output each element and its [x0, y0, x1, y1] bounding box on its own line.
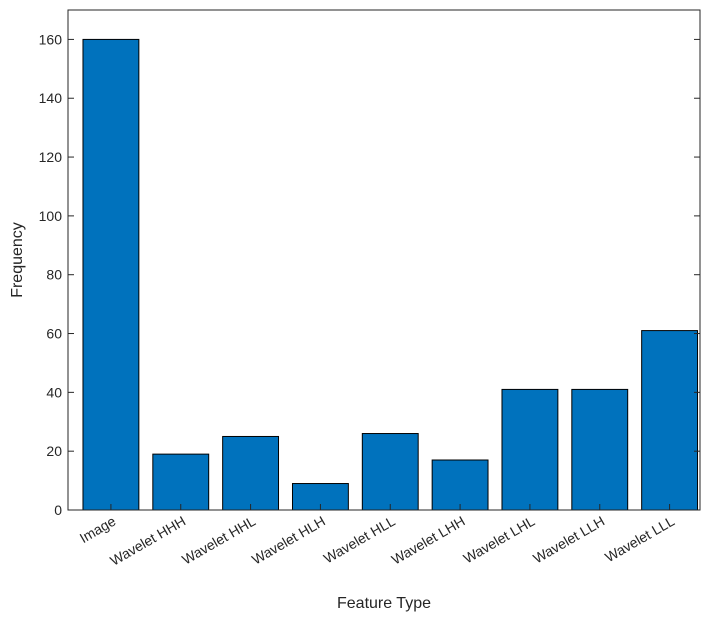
x-tick-label: Wavelet LLL [602, 513, 677, 566]
bar-wavelet-hhl [222, 435, 280, 511]
x-tick-label: Image [77, 513, 119, 546]
y-tick-label: 120 [39, 149, 63, 165]
bar-wavelet-lhh [431, 459, 489, 511]
y-tick-label: 40 [46, 384, 62, 400]
x-tick-label: Wavelet HHH [107, 513, 188, 569]
x-tick-label: Wavelet LHL [460, 513, 537, 567]
y-tick-label: 60 [46, 326, 62, 342]
bars-group [82, 38, 699, 511]
x-tick-label: Wavelet HLL [321, 513, 398, 567]
y-tick-label: 160 [39, 31, 63, 47]
bar-image [82, 38, 140, 511]
y-tick-label: 100 [39, 208, 63, 224]
bar-wavelet-llh [571, 388, 629, 511]
y-tick-label: 80 [46, 267, 62, 283]
y-tick-label: 140 [39, 90, 63, 106]
x-tick-label: Wavelet LHH [389, 513, 468, 568]
y-axis-label: Frequency [9, 222, 26, 298]
bar-wavelet-hll [361, 433, 419, 511]
y-tick-label: 20 [46, 443, 62, 459]
x-axis-label: Feature Type [337, 595, 431, 612]
x-tick-label: Wavelet LLH [530, 513, 607, 567]
bar-wavelet-lll [641, 330, 699, 511]
y-tick-label: 0 [54, 502, 62, 518]
x-tick-label: Wavelet HLH [249, 513, 328, 568]
bar-wavelet-lhl [501, 388, 559, 511]
y-axis: 0 20 40 60 80 100 120 140 160 [39, 31, 700, 518]
bar-wavelet-hhh [152, 453, 210, 511]
plot-frame [67, 9, 701, 511]
x-tick-label: Wavelet HHL [179, 513, 258, 568]
